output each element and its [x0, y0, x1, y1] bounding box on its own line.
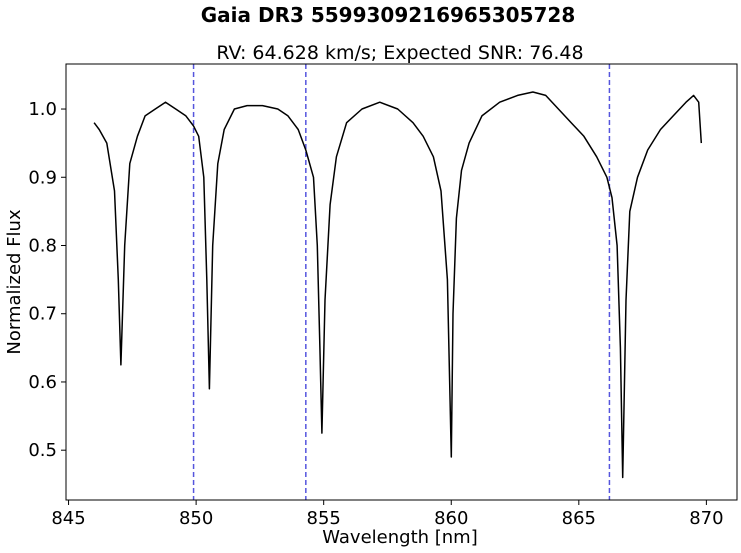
- x-tick-label: 845: [51, 508, 85, 529]
- x-axis-label: Wavelength [nm]: [322, 527, 478, 548]
- reference-lines: [192, 64, 611, 500]
- x-tick-label: 860: [434, 508, 468, 529]
- y-axis-ticks: 0.5 0.6 0.7 0.8 0.9 1.0: [28, 99, 66, 461]
- plot-frame: [65, 63, 738, 501]
- y-tick-label: 0.6: [28, 372, 57, 393]
- x-tick-label: 850: [179, 508, 213, 529]
- y-tick-label: 0.9: [28, 167, 57, 188]
- spectrum-line: [93, 91, 703, 479]
- y-axis-label: Normalized Flux: [4, 209, 25, 355]
- y-tick-label: 0.7: [28, 304, 57, 325]
- chart-suptitle: Gaia DR3 5599309216965305728: [201, 3, 576, 27]
- y-tick-label: 0.8: [28, 235, 57, 256]
- x-axis-ticks: 845 850 855 860 865 870: [51, 500, 724, 529]
- x-tick-label: 870: [689, 508, 723, 529]
- x-tick-label: 865: [562, 508, 596, 529]
- flux-series: [93, 91, 703, 479]
- chart-title: RV: 64.628 km/s; Expected SNR: 76.48: [216, 42, 583, 64]
- x-tick-label: 855: [307, 508, 341, 529]
- y-tick-label: 1.0: [28, 99, 57, 120]
- y-tick-label: 0.5: [28, 440, 57, 461]
